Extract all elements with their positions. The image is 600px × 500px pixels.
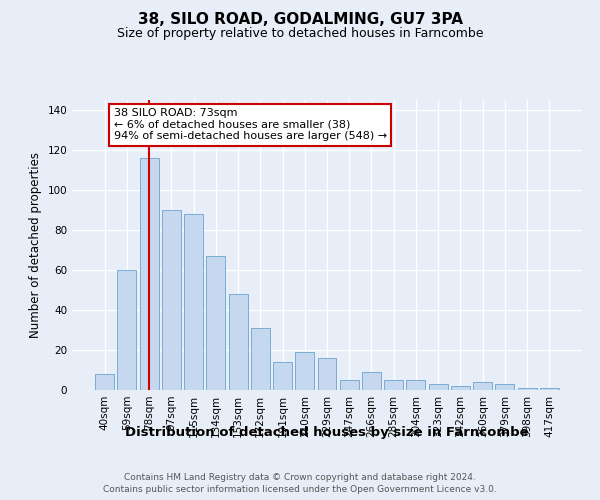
Y-axis label: Number of detached properties: Number of detached properties [29, 152, 42, 338]
Bar [251, 328, 270, 390]
Bar [162, 210, 181, 390]
Bar [317, 358, 337, 390]
Bar [295, 352, 314, 390]
Bar [496, 384, 514, 390]
Bar [340, 380, 359, 390]
Bar [229, 294, 248, 390]
Text: 38, SILO ROAD, GODALMING, GU7 3PA: 38, SILO ROAD, GODALMING, GU7 3PA [137, 12, 463, 28]
Text: Contains public sector information licensed under the Open Government Licence v3: Contains public sector information licen… [103, 485, 497, 494]
Bar [473, 382, 492, 390]
Bar [540, 388, 559, 390]
Bar [518, 388, 536, 390]
Bar [273, 362, 292, 390]
Bar [362, 372, 381, 390]
Text: Contains HM Land Registry data © Crown copyright and database right 2024.: Contains HM Land Registry data © Crown c… [124, 472, 476, 482]
Bar [451, 386, 470, 390]
Bar [140, 158, 158, 390]
Bar [118, 270, 136, 390]
Bar [429, 384, 448, 390]
Bar [184, 214, 203, 390]
Text: 38 SILO ROAD: 73sqm
← 6% of detached houses are smaller (38)
94% of semi-detache: 38 SILO ROAD: 73sqm ← 6% of detached hou… [113, 108, 386, 141]
Bar [406, 380, 425, 390]
Text: Distribution of detached houses by size in Farncombe: Distribution of detached houses by size … [125, 426, 529, 439]
Bar [384, 380, 403, 390]
Bar [95, 374, 114, 390]
Bar [206, 256, 225, 390]
Text: Size of property relative to detached houses in Farncombe: Size of property relative to detached ho… [117, 28, 483, 40]
